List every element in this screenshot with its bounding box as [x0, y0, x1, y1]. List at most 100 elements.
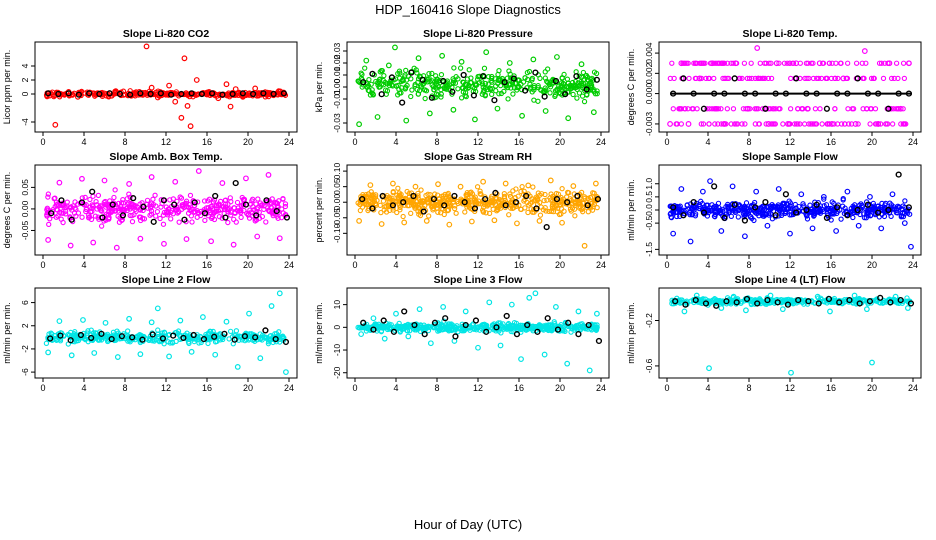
mean-point: [752, 204, 759, 211]
mean-point: [523, 192, 530, 200]
mean-point: [875, 209, 882, 216]
data-point: [466, 67, 472, 73]
data-point: [592, 180, 599, 187]
data-point: [360, 82, 366, 88]
mean-point: [544, 315, 551, 322]
data-point: [804, 75, 810, 82]
mean-point: [711, 183, 718, 190]
data-point: [514, 200, 520, 206]
data-point: [405, 333, 412, 340]
series-slope: [669, 292, 911, 376]
data-point: [206, 88, 212, 95]
data-point: [187, 123, 194, 130]
data-point: [686, 75, 692, 82]
data-point: [816, 60, 823, 67]
y-tick-label: 0.05: [332, 178, 342, 195]
mean-point: [449, 88, 456, 95]
data-point: [575, 308, 582, 315]
data-point: [422, 95, 428, 102]
data-point: [418, 84, 425, 90]
data-point: [93, 92, 99, 98]
data-point: [265, 341, 272, 347]
mean-point: [239, 90, 246, 97]
y-tick-label: -0.01: [332, 89, 342, 109]
data-point: [488, 199, 495, 205]
data-point: [113, 244, 120, 251]
data-point: [818, 75, 825, 82]
data-point: [137, 214, 144, 220]
series-slope: [356, 44, 597, 128]
data-point: [487, 85, 493, 92]
data-point: [880, 299, 887, 306]
data-point: [98, 206, 104, 212]
data-point: [669, 203, 675, 209]
data-point: [452, 203, 458, 209]
data-point: [373, 202, 379, 208]
scatter-points: [355, 65, 600, 105]
data-point: [724, 295, 731, 301]
mean-point: [129, 334, 136, 341]
data-point: [73, 206, 79, 213]
data-point: [124, 196, 130, 202]
data-point: [696, 75, 703, 82]
y-axis-label: ml/min per min.: [626, 179, 636, 241]
data-point: [475, 201, 482, 207]
data-point: [393, 83, 399, 89]
data-point: [724, 106, 730, 112]
data-point: [763, 211, 769, 218]
data-point: [365, 201, 371, 207]
mean-point: [885, 105, 892, 112]
data-point: [784, 60, 790, 66]
data-point: [111, 194, 117, 201]
data-point: [168, 216, 174, 222]
data-point: [594, 88, 600, 94]
mean-point: [181, 216, 188, 223]
data-point: [393, 310, 399, 317]
data-point: [425, 324, 431, 330]
data-point: [803, 60, 810, 66]
x-tick-label: 16: [514, 260, 524, 270]
data-point: [842, 205, 848, 211]
data-point: [855, 222, 862, 229]
data-point: [58, 216, 64, 222]
mean-point: [431, 319, 439, 326]
data-point: [556, 211, 563, 218]
series-mean: [359, 189, 602, 231]
data-point: [881, 213, 888, 220]
data-point: [494, 206, 500, 213]
data-point: [201, 207, 207, 213]
mean-point: [723, 298, 730, 305]
data-point: [539, 191, 545, 197]
data-point: [809, 225, 816, 232]
data-point: [126, 315, 133, 322]
data-point: [524, 199, 530, 206]
data-point: [535, 83, 541, 89]
data-point: [215, 95, 222, 102]
data-point: [402, 322, 409, 329]
mean-point: [522, 87, 529, 94]
data-point: [564, 360, 571, 367]
data-point: [802, 298, 809, 305]
data-point: [820, 60, 826, 66]
data-point: [897, 105, 904, 112]
x-tick-label: 24: [908, 383, 918, 393]
data-point: [412, 204, 418, 210]
y-tick-label: 0.05: [20, 179, 30, 196]
data-point: [472, 194, 478, 200]
data-point: [90, 193, 96, 199]
data-point: [562, 328, 568, 335]
x-tick-label: 4: [705, 260, 710, 270]
data-point: [135, 333, 141, 339]
mean-point: [157, 90, 164, 97]
data-point: [780, 121, 786, 127]
x-tick-label: 0: [664, 137, 669, 147]
data-point: [753, 188, 760, 195]
data-point: [249, 198, 255, 204]
data-point: [860, 106, 866, 112]
data-point: [526, 68, 533, 75]
data-point: [103, 335, 109, 341]
data-point: [684, 60, 690, 66]
mean-point: [241, 333, 249, 340]
data-point: [231, 216, 237, 222]
mean-point: [170, 332, 177, 339]
